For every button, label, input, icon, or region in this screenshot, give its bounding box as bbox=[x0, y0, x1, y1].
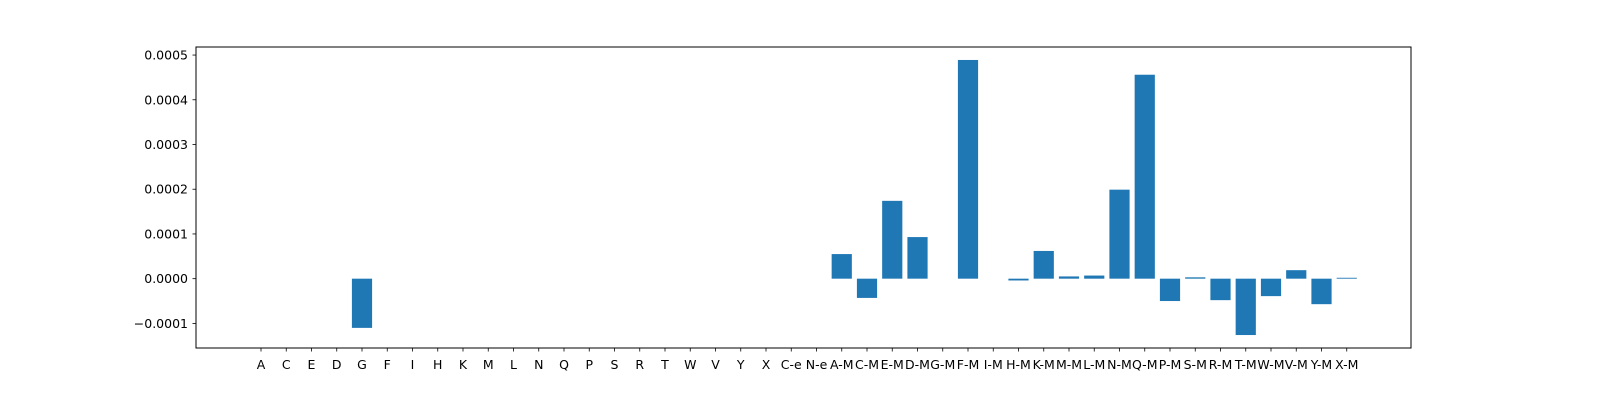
x-tick-label: M-M bbox=[1056, 357, 1082, 372]
bar-C-M bbox=[856, 278, 878, 298]
x-tick-label: I bbox=[411, 357, 415, 372]
x-tick-label: Y bbox=[736, 357, 745, 372]
bar-S-M bbox=[1185, 277, 1206, 279]
x-tick-label: E bbox=[308, 357, 316, 372]
x-tick-label: G bbox=[357, 357, 367, 372]
x-tick-label: L bbox=[510, 357, 517, 372]
bar-A-M bbox=[831, 254, 852, 279]
x-tick-label: N bbox=[534, 357, 543, 372]
y-tick-label: 0.0001 bbox=[144, 226, 188, 241]
y-tick-label: 0.0000 bbox=[144, 271, 188, 286]
bar-H-M bbox=[1008, 278, 1029, 281]
x-tick-label: T-M bbox=[1234, 357, 1257, 372]
bar-G bbox=[351, 278, 373, 328]
y-tick-label: −0.0001 bbox=[134, 316, 188, 331]
x-tick-label: M bbox=[483, 357, 494, 372]
x-tick-label: A-M bbox=[830, 357, 854, 372]
x-tick-label: C-M bbox=[855, 357, 879, 372]
plot-frame bbox=[195, 46, 1412, 349]
x-tick-label: X bbox=[762, 357, 771, 372]
bar-R-M bbox=[1210, 278, 1231, 301]
x-tick-label: K-M bbox=[1033, 357, 1055, 372]
x-tick-label: H bbox=[433, 357, 442, 372]
x-tick-label: S-M bbox=[1184, 357, 1207, 372]
x-tick-label: V bbox=[711, 357, 720, 372]
x-tick-label: T bbox=[660, 357, 669, 372]
x-tick-label: C bbox=[282, 357, 291, 372]
bar-N-M bbox=[1109, 189, 1130, 279]
x-tick-label: V-M bbox=[1285, 357, 1308, 372]
x-tick-label: S bbox=[611, 357, 619, 372]
x-tick-label: F-M bbox=[957, 357, 980, 372]
bar-F-M bbox=[957, 59, 979, 279]
bar-W-M bbox=[1260, 278, 1282, 297]
bar-D-M bbox=[907, 237, 928, 279]
x-tick-label: A bbox=[257, 357, 266, 372]
x-tick-label: G-M bbox=[930, 357, 955, 372]
x-tick-label: D bbox=[332, 357, 342, 372]
x-tick-label: D-M bbox=[905, 357, 930, 372]
y-tick-label: 0.0004 bbox=[144, 92, 188, 107]
x-tick-label: P-M bbox=[1159, 357, 1182, 372]
x-tick-label: N-M bbox=[1107, 357, 1132, 372]
x-tick-label: P bbox=[585, 357, 593, 372]
x-tick-label: W-M bbox=[1257, 357, 1284, 372]
x-tick-label: C-e bbox=[781, 357, 802, 372]
x-tick-label: E-M bbox=[881, 357, 904, 372]
bar-X-M bbox=[1336, 277, 1357, 279]
bar-T-M bbox=[1235, 278, 1256, 336]
x-tick-label: Q-M bbox=[1132, 357, 1157, 372]
x-tick-label: F bbox=[384, 357, 391, 372]
bar-V-M bbox=[1286, 270, 1307, 279]
y-tick-label: 0.0005 bbox=[144, 48, 188, 63]
x-tick-label: N-e bbox=[806, 357, 828, 372]
y-axis-ticks: −0.0001 0.0000 0.0001 0.0002 0.0003 0.0004 0.0… bbox=[134, 48, 196, 331]
x-tick-label: X-M bbox=[1335, 357, 1358, 372]
x-tick-label: I-M bbox=[984, 357, 1003, 372]
bars-group bbox=[351, 59, 1357, 336]
y-tick-label: 0.0002 bbox=[144, 182, 188, 197]
bar-L-M bbox=[1084, 275, 1105, 279]
bar-M-M bbox=[1058, 276, 1080, 279]
bar-Y-M bbox=[1311, 278, 1332, 305]
x-tick-label: H-M bbox=[1006, 357, 1031, 372]
bar-P-M bbox=[1159, 278, 1181, 302]
x-tick-label: R-M bbox=[1209, 357, 1232, 372]
bar-K-M bbox=[1033, 250, 1054, 279]
bar-Q-M bbox=[1134, 74, 1155, 279]
x-tick-label: L-M bbox=[1083, 357, 1105, 372]
x-tick-label: Q bbox=[559, 357, 569, 372]
y-tick-label: 0.0003 bbox=[144, 137, 188, 152]
x-axis-ticks: A C E D G F I H K M L N Q P S R T W V Y X C-e N-e A-M C-M E-M D-M G… bbox=[257, 348, 1358, 372]
x-tick-label: K bbox=[459, 357, 468, 372]
plot-background bbox=[196, 47, 1411, 348]
x-tick-label: W bbox=[684, 357, 696, 372]
x-tick-label: Y-M bbox=[1310, 357, 1332, 372]
bar-E-M bbox=[882, 200, 903, 279]
x-tick-label: R bbox=[635, 357, 644, 372]
